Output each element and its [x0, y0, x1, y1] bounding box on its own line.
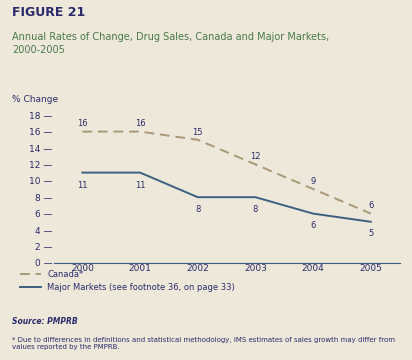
Text: Annual Rates of Change, Drug Sales, Canada and Major Markets,
2000-2005: Annual Rates of Change, Drug Sales, Cana…	[12, 32, 330, 55]
Text: 12: 12	[250, 152, 261, 161]
Text: 9: 9	[311, 177, 316, 186]
Text: 8: 8	[253, 206, 258, 215]
Text: * Due to differences in definitions and statistical methodology, IMS estimates o: * Due to differences in definitions and …	[12, 337, 396, 350]
Text: 16: 16	[135, 119, 145, 128]
Text: Source: PMPRB: Source: PMPRB	[12, 317, 78, 326]
Text: 6: 6	[310, 221, 316, 230]
Text: 11: 11	[77, 181, 88, 190]
Text: 16: 16	[77, 119, 88, 128]
Text: 6: 6	[368, 201, 374, 210]
Text: 8: 8	[195, 204, 201, 213]
Text: FIGURE 21: FIGURE 21	[12, 6, 86, 19]
Text: 5: 5	[368, 229, 373, 238]
Text: 11: 11	[135, 181, 145, 190]
Text: % Change: % Change	[12, 95, 59, 104]
Text: 15: 15	[192, 127, 203, 136]
Legend: Canada*, Major Markets (see footnote 36, on page 33): Canada*, Major Markets (see footnote 36,…	[16, 267, 239, 295]
